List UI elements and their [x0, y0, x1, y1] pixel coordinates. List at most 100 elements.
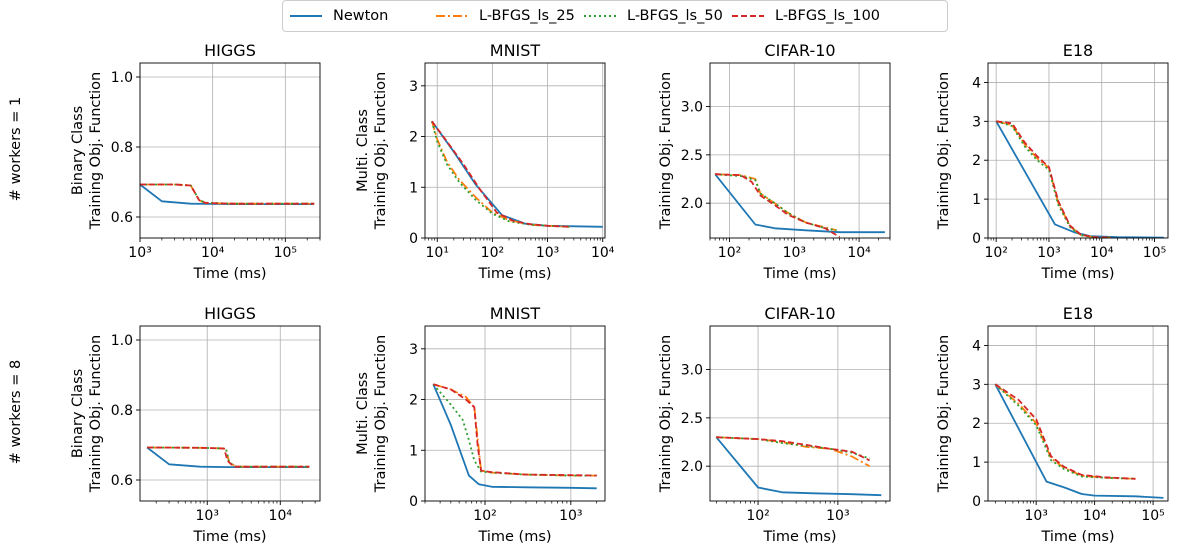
y-axis-class-label: Multi. Class: [355, 372, 371, 455]
x-tick-label: 10⁵: [1143, 245, 1166, 261]
subplot-title: HIGGS: [204, 304, 256, 323]
x-tick-label: 10⁴: [847, 245, 871, 261]
y-tick-label: 1.0: [111, 333, 133, 349]
y-tick-label: 3: [972, 114, 981, 130]
x-tick-label: 10⁵: [274, 245, 297, 261]
y-axis-class-label: Binary Class: [70, 106, 86, 195]
legend-entry: Newton: [289, 5, 388, 27]
axes-frame: [987, 325, 1169, 502]
x-tick-label: 10³: [783, 245, 806, 261]
legend-entry: L-BFGS_ls_50: [583, 5, 723, 27]
axes-frame: [424, 325, 606, 502]
x-axis-label: Time (ms): [762, 266, 836, 282]
y-tick-label: 3.0: [681, 100, 703, 116]
series-line: [715, 173, 841, 238]
x-tick-label: 10⁴: [1090, 245, 1114, 261]
x-tick-label: 10²: [746, 508, 769, 524]
series-line: [715, 436, 882, 497]
x-tick-label: 10⁴: [269, 508, 293, 524]
subplot-title: MNIST: [490, 304, 541, 323]
legend-label: L-BFGS_ls_100: [775, 8, 881, 24]
series-line: [714, 173, 885, 234]
y-tick-label: 0.6: [111, 473, 133, 489]
y-tick-label: 2.0: [681, 459, 703, 475]
series-line: [433, 383, 597, 477]
x-tick-label: 10³: [1024, 508, 1047, 524]
x-axis-label: Time (ms): [762, 529, 836, 545]
y-axis-label: Training Obj. Function: [936, 335, 952, 493]
y-axis-label: Training Obj. Function: [658, 72, 674, 230]
subplot: 10² 10³ 2.0 2.5 3.0 CIFAR-10 Time (ms) Training…: [658, 304, 891, 545]
subplot-title: HIGGS: [204, 41, 256, 60]
y-tick-label: 2.0: [681, 196, 703, 212]
series-line: [994, 383, 1164, 499]
y-tick-label: 0.6: [111, 210, 133, 226]
series-line: [431, 121, 570, 228]
y-tick-label: 0: [972, 494, 981, 510]
x-axis-label: Time (ms): [192, 266, 266, 282]
legend-swatch: [732, 15, 764, 17]
legend-label: L-BFGS_ls_50: [627, 8, 723, 24]
y-axis-label: Training Obj. Function: [936, 72, 952, 230]
y-tick-label: 2: [409, 130, 418, 146]
x-axis-label: Time (ms): [1040, 529, 1114, 545]
y-tick-label: 0: [972, 231, 981, 247]
subplot-title: CIFAR-10: [764, 304, 835, 323]
subplot: 10³ 10⁴ 0.6 0.8 1.0 HIGGS Time (ms) Training Ob…: [70, 304, 321, 545]
y-axis-label: Training Obj. Function: [88, 72, 104, 230]
subplot: 10² 10³ 0 1 2 3 MNIST Time (ms) Training Obj. Fu…: [355, 304, 606, 545]
y-tick-label: 3: [409, 79, 418, 95]
y-tick-label: 3.0: [681, 363, 703, 379]
x-tick-label: 10³: [536, 245, 559, 261]
y-tick-label: 2.5: [681, 148, 703, 164]
series-line: [433, 383, 597, 477]
subplot: 10² 10³ 10⁴ 10⁵ 0 1 2 3 4 E18 Time (ms) Training Ob…: [936, 41, 1169, 282]
y-tick-label: 1: [972, 192, 981, 208]
row-label: # workers = 1: [8, 97, 24, 201]
y-tick-label: 2: [972, 153, 981, 169]
series-line: [147, 446, 310, 468]
y-tick-label: 1: [972, 455, 981, 471]
series-line: [715, 173, 837, 232]
series-line: [140, 183, 315, 205]
x-tick-label: 10³: [559, 508, 582, 524]
legend-swatch: [584, 15, 616, 17]
axes-frame: [139, 62, 321, 239]
x-tick-label: 10²: [473, 508, 496, 524]
series-line: [139, 183, 315, 206]
subplot: 10³ 10⁴ 10⁵ 0.6 0.8 1.0 HIGGS Time (ms) Training…: [70, 41, 321, 282]
y-tick-label: 1: [409, 443, 418, 459]
x-tick-label: 10³: [826, 508, 849, 524]
axes-frame: [987, 62, 1169, 239]
x-axis-label: Time (ms): [477, 266, 551, 282]
y-tick-label: 0: [409, 231, 418, 247]
series-line: [432, 383, 597, 490]
x-tick-label: 10²: [718, 245, 741, 261]
subplot-title: MNIST: [490, 41, 541, 60]
x-axis-label: Time (ms): [477, 529, 551, 545]
y-tick-label: 2.5: [681, 411, 703, 427]
y-axis-label: Training Obj. Function: [373, 72, 389, 230]
legend-entry: L-BFGS_ls_100: [731, 5, 880, 27]
x-tick-label: 10³: [196, 508, 219, 524]
axes-frame: [709, 62, 891, 239]
series-line: [996, 120, 1112, 239]
axes-frame: [709, 325, 891, 502]
x-tick-label: 10⁵: [1141, 508, 1164, 524]
x-tick-label: 10⁴: [201, 245, 225, 261]
row-label: # workers = 8: [8, 360, 24, 464]
subplot-title: E18: [1063, 304, 1093, 323]
series-line: [147, 446, 310, 468]
legend-swatch: [436, 15, 468, 17]
legend-label: L-BFGS_ls_25: [479, 8, 575, 24]
y-tick-label: 1.0: [111, 70, 133, 86]
x-tick-label: 10²: [984, 245, 1007, 261]
x-tick-label: 10³: [1037, 245, 1060, 261]
y-tick-label: 3: [972, 377, 981, 393]
x-tick-label: 10⁴: [1083, 508, 1107, 524]
y-axis-class-label: Binary Class: [70, 369, 86, 458]
y-tick-label: 4: [972, 338, 981, 354]
series-line: [432, 383, 597, 477]
legend-label: Newton: [333, 8, 389, 24]
